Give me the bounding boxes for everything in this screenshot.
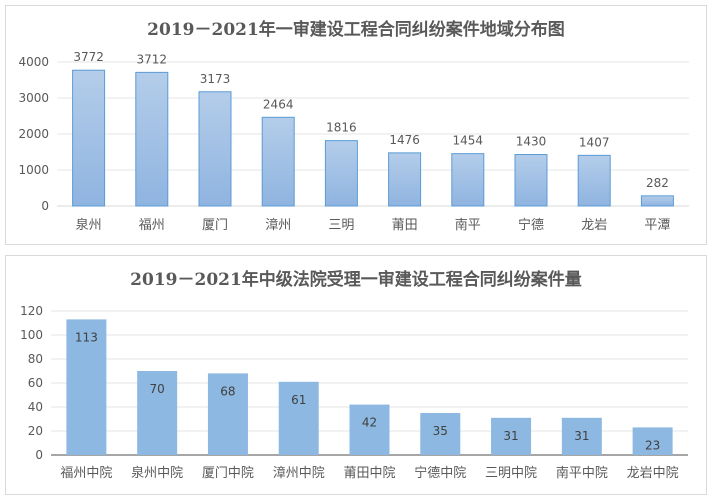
bar xyxy=(72,69,106,207)
chart1-title: 2019－2021年一审建设工程合同纠纷案件地域分布图 xyxy=(147,19,565,40)
y-tick-label: 0 xyxy=(35,448,43,462)
x-category-label: 漳州中院 xyxy=(273,465,325,481)
bar xyxy=(561,417,602,455)
x-category-label: 南平中院 xyxy=(556,465,608,481)
y-tick-label: 4000 xyxy=(18,55,49,69)
bar xyxy=(278,381,319,455)
data-label: 31 xyxy=(574,429,589,443)
y-tick-label: 3000 xyxy=(18,91,49,105)
x-category-label: 三明中院 xyxy=(485,466,537,481)
chart2-title: 2019－2021年中级法院受理一审建设工程合同纠纷案件量 xyxy=(130,269,582,290)
x-category-label: 泉州中院 xyxy=(131,465,183,481)
bar xyxy=(198,91,232,207)
data-label: 1407 xyxy=(579,135,610,149)
y-tick-label: 60 xyxy=(28,376,43,390)
bar xyxy=(632,427,673,455)
y-tick-label: 40 xyxy=(28,400,43,414)
x-category-label: 厦门 xyxy=(202,218,228,233)
bar xyxy=(451,153,485,207)
data-label: 23 xyxy=(645,438,660,452)
data-label: 42 xyxy=(362,416,377,430)
bar xyxy=(324,140,358,207)
x-category-label: 南平 xyxy=(455,217,481,233)
y-tick-label: 120 xyxy=(20,304,43,318)
y-tick-label: 0 xyxy=(41,199,49,213)
bar xyxy=(66,319,107,455)
bar xyxy=(349,404,390,455)
x-category-label: 莆田 xyxy=(392,218,418,233)
y-tick-label: 80 xyxy=(28,352,43,366)
x-category-label: 厦门中院 xyxy=(202,466,254,481)
data-label: 3712 xyxy=(137,52,168,66)
data-label: 113 xyxy=(75,330,98,344)
y-tick-label: 1000 xyxy=(18,163,49,177)
data-label: 70 xyxy=(150,382,165,396)
data-label: 1816 xyxy=(326,121,357,135)
bar xyxy=(137,371,178,455)
data-label: 61 xyxy=(291,393,306,407)
x-category-label: 福州中院 xyxy=(60,466,112,481)
data-label: 68 xyxy=(220,384,235,398)
data-label: 1454 xyxy=(453,134,484,148)
data-label: 2464 xyxy=(263,97,294,111)
x-category-label: 宁德 xyxy=(518,217,544,233)
y-tick-label: 2000 xyxy=(18,127,49,141)
x-category-label: 三明 xyxy=(328,218,354,233)
x-category-label: 宁德中院 xyxy=(414,465,466,481)
data-label: 3772 xyxy=(73,50,104,64)
x-category-label: 福州 xyxy=(139,218,165,233)
x-category-label: 平潭 xyxy=(644,218,670,233)
bar xyxy=(420,413,461,455)
data-label: 282 xyxy=(646,176,669,190)
x-category-label: 莆田中院 xyxy=(343,466,395,481)
data-label: 35 xyxy=(433,424,448,438)
x-category-label: 龙岩 xyxy=(581,218,607,233)
bar xyxy=(514,154,548,207)
bar xyxy=(577,154,611,207)
y-tick-label: 20 xyxy=(28,424,43,438)
data-label: 1476 xyxy=(389,133,420,147)
bar xyxy=(640,195,674,207)
data-label: 3173 xyxy=(200,72,231,86)
y-tick-label: 100 xyxy=(20,328,43,342)
data-label: 1430 xyxy=(516,135,547,149)
bar xyxy=(491,417,532,455)
bar xyxy=(135,71,169,207)
x-category-label: 龙岩中院 xyxy=(627,466,679,481)
bar xyxy=(261,116,295,207)
bar xyxy=(207,373,248,455)
x-category-label: 漳州 xyxy=(265,217,291,233)
x-category-label: 泉州 xyxy=(76,217,102,233)
data-label: 31 xyxy=(503,429,518,443)
bar xyxy=(388,152,422,207)
